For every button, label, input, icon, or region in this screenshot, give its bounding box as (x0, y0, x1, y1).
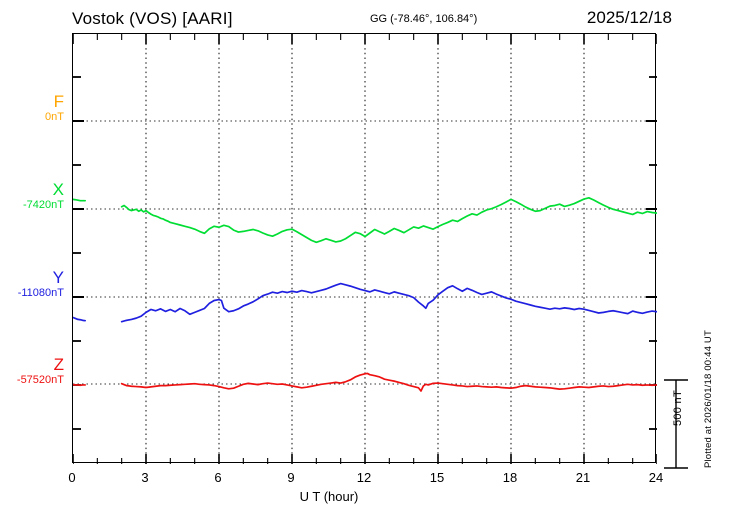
geographic-coordinates: GG (-78.46°, 106.84°) (370, 13, 478, 25)
x-tick-21: 21 (575, 470, 591, 485)
x-tick-9: 9 (287, 470, 295, 485)
component-label-f: F 0nT (6, 93, 64, 123)
x-tick-24: 24 (648, 470, 664, 485)
station-title: Vostok (VOS) [AARI] (72, 9, 233, 28)
component-symbol-y: Y (52, 268, 64, 287)
observation-date: 2025/12/18 (586, 8, 672, 27)
x-tick-18: 18 (502, 470, 518, 485)
component-baseline-x: -7420nT (23, 198, 64, 211)
component-symbol-z: Z (53, 355, 64, 374)
component-label-z: Z -57520nT (6, 356, 64, 386)
component-label-y: Y -11080nT (6, 269, 64, 299)
plotted-at-timestamp: Plotted at 2026/01/18 00:44 UT (703, 330, 714, 469)
x-axis-title: U T (hour) (0, 489, 730, 504)
plot-frame (72, 33, 657, 464)
x-tick-3: 3 (141, 470, 149, 485)
x-tick-6: 6 (214, 470, 222, 485)
component-label-x: X -7420nT (6, 181, 64, 211)
component-baseline-f: 0nT (45, 110, 64, 123)
component-symbol-x: X (52, 180, 64, 199)
x-tick-0: 0 (68, 470, 76, 485)
component-symbol-f: F (53, 92, 64, 111)
scale-bar (664, 379, 688, 469)
x-axis-title-text: U T (hour) (299, 489, 359, 504)
scale-bar-label: 500 nT (672, 390, 684, 427)
component-baseline-y: -11080nT (17, 286, 64, 299)
magnetogram-plot (73, 34, 657, 464)
component-baseline-z: -57520nT (16, 373, 64, 386)
x-tick-12: 12 (356, 470, 372, 485)
x-tick-15: 15 (429, 470, 445, 485)
